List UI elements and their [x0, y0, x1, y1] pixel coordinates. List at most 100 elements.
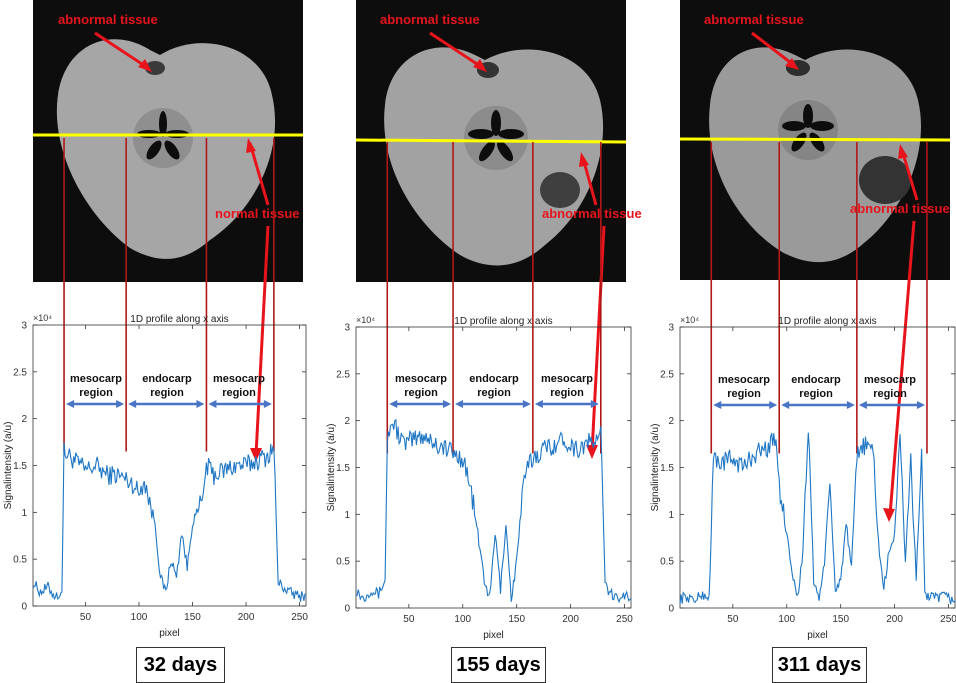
region-label-3-2b: region [799, 388, 833, 400]
signal-profile-line [32, 442, 307, 602]
annotation-right-arrow-down-2 [590, 225, 606, 453]
region-arrowhead-right [846, 401, 855, 409]
y-tick-label: 0.5 [336, 557, 350, 568]
panel-2: abnormal tissue abnormal tissue mesocarp… [326, 0, 642, 641]
region-label-2-1: mesocarp [395, 373, 447, 385]
y-tick-label: 1.5 [660, 463, 674, 474]
region-arrowhead-left [66, 400, 75, 408]
seed-cavity-2 [468, 110, 524, 162]
x-tick-label: 50 [403, 614, 415, 625]
region-arrowhead-left [208, 400, 217, 408]
y-tick-label: 2.5 [660, 369, 674, 380]
yellow-profile-line-3 [679, 137, 951, 142]
chart-area-3: 0 0.5 1 1.5 2 2.5 3 50 100 150 200 250 1D profile al… [650, 142, 956, 641]
y-exponent: ×10⁴ [680, 315, 699, 325]
annotation-top-arrowhead-3 [785, 58, 799, 70]
y-tick-label: 2 [344, 416, 350, 427]
region-arrowhead-right [769, 401, 778, 409]
region-label-2-3: mesocarp [541, 373, 593, 385]
annotation-right-arrow-up-3 [900, 149, 919, 201]
region-label-3-1b: region [727, 388, 761, 400]
annotation-top-arrow-2 [429, 31, 484, 70]
y-tick-label: 0 [344, 604, 350, 615]
x-tick-label: 150 [508, 614, 525, 625]
y-axis-label: Signalintensity (a/u) [650, 424, 661, 512]
y-tick-label: 1.5 [13, 461, 27, 472]
region-arrowhead-right [590, 400, 599, 408]
y-tick-label: 0 [21, 602, 27, 613]
x-tick-label: 250 [616, 614, 633, 625]
region-arrowhead-left [858, 401, 867, 409]
region-arrowhead-right [443, 400, 452, 408]
annotation-right-arrowhead-up-3 [898, 144, 908, 159]
region-arrowhead-left [455, 400, 464, 408]
annotation-top-1: abnormal tissue [58, 12, 158, 27]
annotation-top-2: abnormal tissue [380, 12, 480, 27]
region-arrowhead-right [263, 400, 272, 408]
x-tick-label: 200 [238, 612, 255, 623]
y-tick-label: 2 [21, 414, 27, 425]
dark-spot-3b [859, 156, 911, 204]
annotation-right-arrowhead-down-2 [586, 445, 598, 459]
y-tick-label: 3 [21, 321, 27, 332]
region-arrowhead-left [389, 400, 398, 408]
x-tick-label: 200 [562, 614, 579, 625]
dark-spot-2b [540, 172, 580, 208]
x-tick-label: 250 [940, 614, 956, 625]
annotation-right-arrowhead-down-3 [883, 508, 895, 522]
x-axis-label: pixel [807, 630, 828, 641]
region-label-3-3: mesocarp [864, 374, 916, 386]
chart-title: 1D profile along x axis [130, 314, 228, 325]
annotation-top-arrowhead-1 [138, 59, 152, 72]
y-tick-label: 1.5 [336, 463, 350, 474]
y-tick-label: 3 [668, 323, 674, 334]
y-axis-label: Signalintensity (a/u) [326, 424, 337, 512]
x-tick-label: 250 [291, 612, 308, 623]
day-label-2: 155 days [451, 647, 546, 683]
region-label-3-3b: region [873, 388, 907, 400]
region-label-1-1: mesocarp [70, 373, 122, 385]
annotation-top-arrow-1 [94, 31, 149, 70]
x-tick-label: 150 [184, 612, 201, 623]
axes-frame [355, 326, 632, 609]
x-tick-label: 100 [131, 612, 148, 623]
annotation-top-3: abnormal tissue [704, 12, 804, 27]
x-tick-label: 200 [886, 614, 903, 625]
annotation-right-arrowhead-up-1 [246, 138, 256, 153]
x-axis-label: pixel [159, 628, 180, 639]
annotation-right-2: abnormal tissue [542, 206, 642, 221]
panel-1: abnormal tissue normal tissue mesocarp r… [3, 0, 308, 639]
region-arrowhead-right [196, 400, 205, 408]
y-tick-label: 1 [668, 510, 674, 521]
region-label-2-3b: region [550, 387, 584, 399]
signal-profile-line [679, 432, 956, 605]
y-axis-label: Signalintensity (a/u) [3, 422, 14, 510]
signal-profile-line [355, 418, 632, 604]
region-label-2-2: endocarp [469, 373, 519, 385]
chart-title: 1D profile along x axis [454, 316, 552, 327]
y-exponent: ×10⁴ [356, 315, 375, 325]
y-tick-label: 2 [668, 416, 674, 427]
y-tick-label: 2.5 [336, 369, 350, 380]
region-arrowhead-right [522, 400, 531, 408]
x-tick-label: 50 [727, 614, 739, 625]
region-label-1-3: mesocarp [213, 373, 265, 385]
region-label-1-1b: region [79, 387, 113, 399]
y-tick-label: 3 [344, 323, 350, 334]
annotation-right-3: abnormal tissue [850, 201, 950, 216]
annotation-top-arrowhead-2 [473, 59, 487, 72]
annotation-right-arrow-up-1 [248, 142, 270, 206]
y-tick-label: 0.5 [13, 555, 27, 566]
chart-area-2: 0 0.5 1 1.5 2 2.5 3 50 100 150 200 250 1D profile al… [326, 142, 633, 641]
annotation-right-arrowhead-up-2 [579, 152, 589, 167]
annotation-right-arrow-up-2 [581, 157, 598, 206]
annotation-top-arrow-3 [751, 31, 796, 68]
annotation-right-arrow-down-1 [254, 225, 270, 456]
region-label-1-2: endocarp [142, 373, 192, 385]
x-tick-label: 50 [80, 612, 92, 623]
region-label-2-1b: region [404, 387, 438, 399]
region-label-1-2b: region [150, 387, 184, 399]
y-tick-label: 1 [21, 508, 27, 519]
region-arrowhead-left [534, 400, 543, 408]
y-tick-label: 1 [344, 510, 350, 521]
